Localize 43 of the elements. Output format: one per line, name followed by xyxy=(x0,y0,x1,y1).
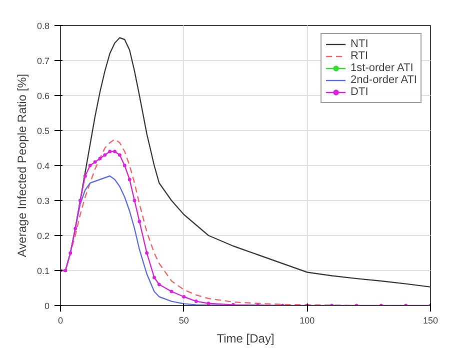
point xyxy=(138,220,142,224)
point xyxy=(170,290,174,294)
y-tick-label: 0.7 xyxy=(36,56,50,66)
point xyxy=(108,150,112,154)
point xyxy=(122,164,126,168)
point xyxy=(194,300,198,304)
point xyxy=(157,282,161,286)
legend-label: NTI xyxy=(350,38,370,50)
y-axis-title: Average Infected People Ratio [%] xyxy=(14,74,29,258)
x-tick-label: 50 xyxy=(178,316,189,326)
legend-label: 1st-order ATI xyxy=(350,62,414,74)
point xyxy=(132,198,136,202)
point xyxy=(98,156,102,160)
y-tick-label: 0.6 xyxy=(36,91,50,101)
y-tick-label: 0.5 xyxy=(36,126,50,136)
point xyxy=(88,164,92,168)
point xyxy=(78,198,82,202)
y-tick-label: 0.8 xyxy=(36,21,50,31)
legend-label: 2nd-order ATI xyxy=(350,74,417,86)
point xyxy=(182,295,186,298)
y-tick-label: 0.1 xyxy=(36,266,50,276)
point xyxy=(118,153,122,157)
point xyxy=(103,153,107,157)
legend-label: RTI xyxy=(350,50,370,62)
y-tick-label: 0 xyxy=(44,301,50,311)
point xyxy=(83,174,87,178)
point xyxy=(68,251,72,255)
point xyxy=(152,276,156,280)
point xyxy=(128,178,132,182)
point xyxy=(206,302,210,306)
point xyxy=(64,268,68,272)
point xyxy=(74,226,78,230)
point xyxy=(93,160,97,164)
y-tick-label: 0.2 xyxy=(36,231,50,241)
point xyxy=(145,251,149,255)
x-axis-title: Time [Day] xyxy=(216,332,274,346)
x-tick-label: 150 xyxy=(422,316,438,326)
legend-label: DTI xyxy=(350,86,370,98)
y-tick-label: 0.4 xyxy=(36,161,50,171)
x-tick-label: 0 xyxy=(58,316,64,326)
point xyxy=(113,150,117,154)
y-tick-label: 0.3 xyxy=(36,196,50,206)
x-tick-label: 100 xyxy=(300,316,315,326)
